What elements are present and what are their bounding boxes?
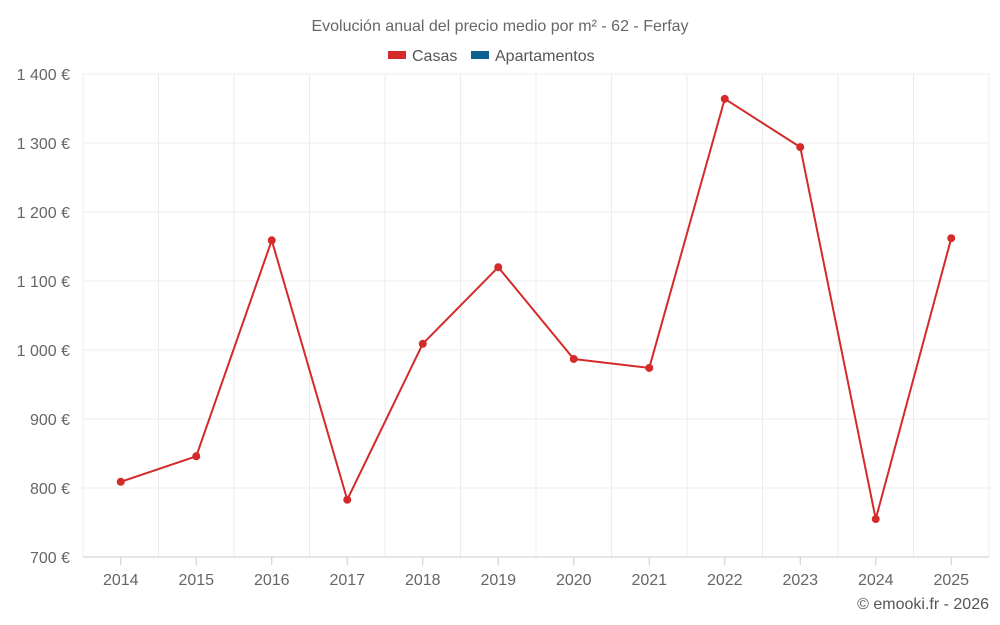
series-casas xyxy=(116,94,956,524)
data-point-casas[interactable] xyxy=(947,234,956,243)
x-tick-label: 2021 xyxy=(631,572,667,589)
y-tick-label: 1 300 € xyxy=(17,136,70,153)
x-tick-label: 2018 xyxy=(405,572,441,589)
data-point-casas[interactable] xyxy=(267,236,276,245)
legend-swatch-apartamentos xyxy=(471,51,489,59)
y-tick-label: 1 100 € xyxy=(17,274,70,291)
data-point-casas[interactable] xyxy=(418,339,427,348)
data-point-casas[interactable] xyxy=(569,354,578,363)
y-tick-label: 900 € xyxy=(30,412,70,429)
y-tick-label: 700 € xyxy=(30,550,70,567)
legend-item-casas[interactable]: Casas xyxy=(388,48,457,65)
data-point-casas[interactable] xyxy=(645,363,654,372)
y-axis: 700 € 800 € 900 € 1 000 € 1 100 € 1 200 € 1 30… xyxy=(17,67,70,567)
grid xyxy=(82,73,990,557)
y-tick-label: 1 400 € xyxy=(17,67,70,84)
legend-swatch-casas xyxy=(388,51,406,59)
x-tick-label: 2023 xyxy=(782,572,818,589)
legend-label-casas: Casas xyxy=(412,48,457,65)
x-tick-label: 2015 xyxy=(178,572,214,589)
x-tick-label: 2024 xyxy=(858,572,894,589)
credit-text: © emooki.fr - 2026 xyxy=(857,596,989,613)
legend-label-apartamentos: Apartamentos xyxy=(495,48,595,65)
x-axis: 2014 2015 2016 2017 2018 2019 2020 2021 2022 2023… xyxy=(83,556,989,589)
legend-item-apartamentos[interactable]: Apartamentos xyxy=(471,48,595,65)
x-tick-label: 2017 xyxy=(329,572,365,589)
x-tick-label: 2020 xyxy=(556,572,592,589)
legend: Casas Apartamentos xyxy=(388,48,595,65)
chart-title: Evolución anual del precio medio por m² … xyxy=(311,18,688,35)
x-tick-label: 2014 xyxy=(103,572,139,589)
x-tick-label: 2016 xyxy=(254,572,290,589)
x-tick-label: 2025 xyxy=(933,572,969,589)
data-point-casas[interactable] xyxy=(116,477,125,486)
data-point-casas[interactable] xyxy=(796,143,805,152)
x-tick-label: 2022 xyxy=(707,572,743,589)
data-point-casas[interactable] xyxy=(494,263,503,272)
y-tick-label: 800 € xyxy=(30,481,70,498)
data-point-casas[interactable] xyxy=(720,94,729,103)
y-tick-label: 1 200 € xyxy=(17,205,70,222)
series-line-casas xyxy=(120,97,953,521)
y-tick-label: 1 000 € xyxy=(17,343,70,360)
data-point-casas[interactable] xyxy=(343,495,352,504)
data-point-casas[interactable] xyxy=(192,452,201,461)
x-tick-label: 2019 xyxy=(480,572,516,589)
data-point-casas[interactable] xyxy=(871,515,880,524)
